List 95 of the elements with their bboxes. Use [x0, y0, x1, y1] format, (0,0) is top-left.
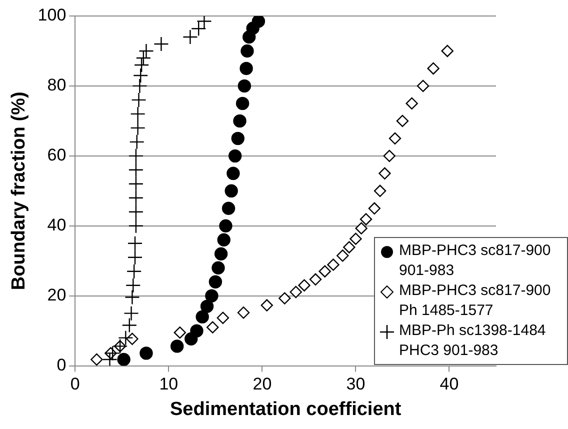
point [191, 20, 206, 36]
point [233, 114, 246, 128]
x-tick-label: 0 [70, 374, 80, 394]
point [124, 306, 139, 321]
point [128, 176, 144, 192]
point [318, 265, 331, 278]
point [118, 330, 134, 346]
point [131, 92, 146, 108]
point [140, 346, 153, 360]
point [406, 97, 418, 110]
point [416, 80, 430, 92]
point [388, 132, 402, 145]
point [219, 219, 232, 232]
point [128, 162, 144, 178]
point [170, 340, 184, 353]
point [130, 106, 146, 122]
legend-label: MBP-PHC3 sc817-900 Ph 1485-1577 [399, 281, 552, 321]
point [343, 241, 356, 254]
y-tick-label: 0 [56, 355, 66, 374]
point [196, 310, 209, 324]
legend-label: MBP-PHC3 sc817-900 901-983 [399, 241, 552, 281]
point [129, 134, 144, 150]
point [200, 300, 214, 313]
point [226, 166, 240, 180]
point [130, 120, 146, 136]
point [240, 44, 254, 58]
point [278, 292, 291, 304]
y-tick-label: 40 [47, 216, 66, 235]
y-tick-label: 80 [47, 76, 66, 95]
point [350, 232, 362, 245]
x-axis-title: Sedimentation coefficient [170, 398, 402, 420]
point [102, 352, 118, 366]
point [368, 202, 381, 214]
point [396, 114, 409, 128]
point [128, 204, 144, 220]
point [174, 326, 186, 339]
point [427, 62, 440, 75]
point [327, 258, 340, 271]
point [134, 57, 150, 73]
y-tick-label: 60 [47, 146, 66, 165]
point [441, 44, 454, 58]
point [127, 236, 143, 251]
point [190, 324, 204, 338]
point [378, 167, 391, 180]
point [383, 150, 396, 162]
point [136, 50, 152, 66]
point [231, 132, 244, 146]
x-tick-label: 30 [346, 374, 366, 394]
legend-label: MBP-Ph sc1398-1484 PHC3 901-983 [399, 321, 547, 361]
y-axis-title: Boundary fraction (%) [8, 92, 30, 290]
point [355, 222, 368, 234]
point [208, 275, 222, 288]
point [117, 352, 130, 366]
point [122, 318, 138, 333]
point [154, 36, 169, 52]
point [228, 149, 242, 163]
point [236, 96, 250, 110]
x-tick-label: 20 [252, 374, 272, 394]
point [138, 43, 154, 59]
point [132, 78, 148, 94]
point [238, 79, 252, 93]
point [222, 202, 236, 215]
y-tick-label: 20 [47, 286, 66, 305]
point [214, 247, 228, 260]
point [290, 286, 302, 298]
x-tick-label: 40 [440, 374, 459, 394]
point [309, 273, 322, 286]
point [128, 218, 144, 234]
point [104, 346, 120, 361]
point [336, 250, 349, 262]
point [216, 312, 230, 324]
point [360, 213, 372, 226]
x-tick-label: 10 [159, 374, 178, 394]
point [90, 353, 103, 366]
point [240, 62, 253, 76]
point [205, 289, 218, 302]
point [212, 261, 225, 274]
point [127, 250, 143, 265]
point [252, 16, 266, 28]
point [124, 290, 140, 305]
point [237, 306, 250, 319]
point [217, 233, 230, 246]
point [126, 278, 141, 293]
point [206, 321, 219, 334]
y-tick-label: 100 [38, 6, 66, 25]
point [128, 148, 144, 164]
point [133, 68, 148, 84]
point [298, 279, 310, 292]
point [182, 29, 198, 45]
point [260, 299, 273, 312]
point [126, 264, 142, 279]
point [196, 16, 212, 29]
point [128, 190, 144, 206]
point [224, 184, 238, 198]
point [374, 184, 386, 197]
